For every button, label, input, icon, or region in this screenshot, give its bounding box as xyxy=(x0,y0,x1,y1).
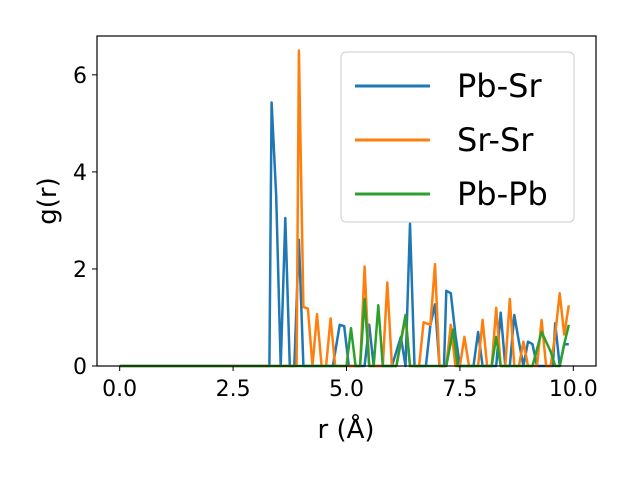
legend-box xyxy=(340,51,575,223)
series-line-pb-sr xyxy=(119,101,569,368)
x-tick-label: 0.0 xyxy=(102,377,137,402)
y-tick-label: 6 xyxy=(73,64,87,89)
legend: Pb-Sr Sr-Sr Pb-Pb xyxy=(340,51,575,223)
y-axis-label: g(r) xyxy=(33,177,63,224)
x-axis-label: r (Å) xyxy=(317,413,374,445)
x-tick-label: 5.0 xyxy=(329,377,364,402)
legend-label-pb-sr: Pb-Sr xyxy=(457,67,542,105)
legend-label-pb-pb: Pb-Pb xyxy=(457,175,548,213)
x-tick-label: 7.5 xyxy=(442,377,477,402)
y-axis: 0 2 4 6 xyxy=(73,64,97,380)
y-tick-label: 0 xyxy=(73,355,87,380)
legend-label-sr-sr: Sr-Sr xyxy=(457,121,534,159)
x-tick-label: 2.5 xyxy=(216,377,251,402)
x-axis: 0.0 2.5 5.0 7.5 10.0 xyxy=(102,366,598,402)
y-tick-label: 2 xyxy=(73,258,87,283)
y-tick-label: 4 xyxy=(73,161,87,186)
x-tick-label: 10.0 xyxy=(549,377,598,402)
